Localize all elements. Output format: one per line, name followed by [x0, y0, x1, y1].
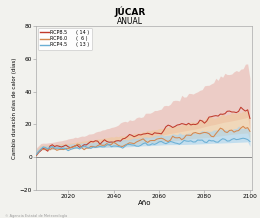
X-axis label: Año: Año — [138, 200, 151, 206]
Text: JÚCAR: JÚCAR — [114, 7, 146, 17]
Legend: RCP8.5      ( 14 ), RCP6.0      (  6 ), RCP4.5      ( 13 ): RCP8.5 ( 14 ), RCP6.0 ( 6 ), RCP4.5 ( 13… — [38, 28, 92, 50]
Y-axis label: Cambio duración olas de calor (días): Cambio duración olas de calor (días) — [12, 57, 17, 159]
Text: ANUAL: ANUAL — [117, 17, 143, 26]
Text: © Agencia Estatal de Meteorología: © Agencia Estatal de Meteorología — [5, 214, 67, 218]
